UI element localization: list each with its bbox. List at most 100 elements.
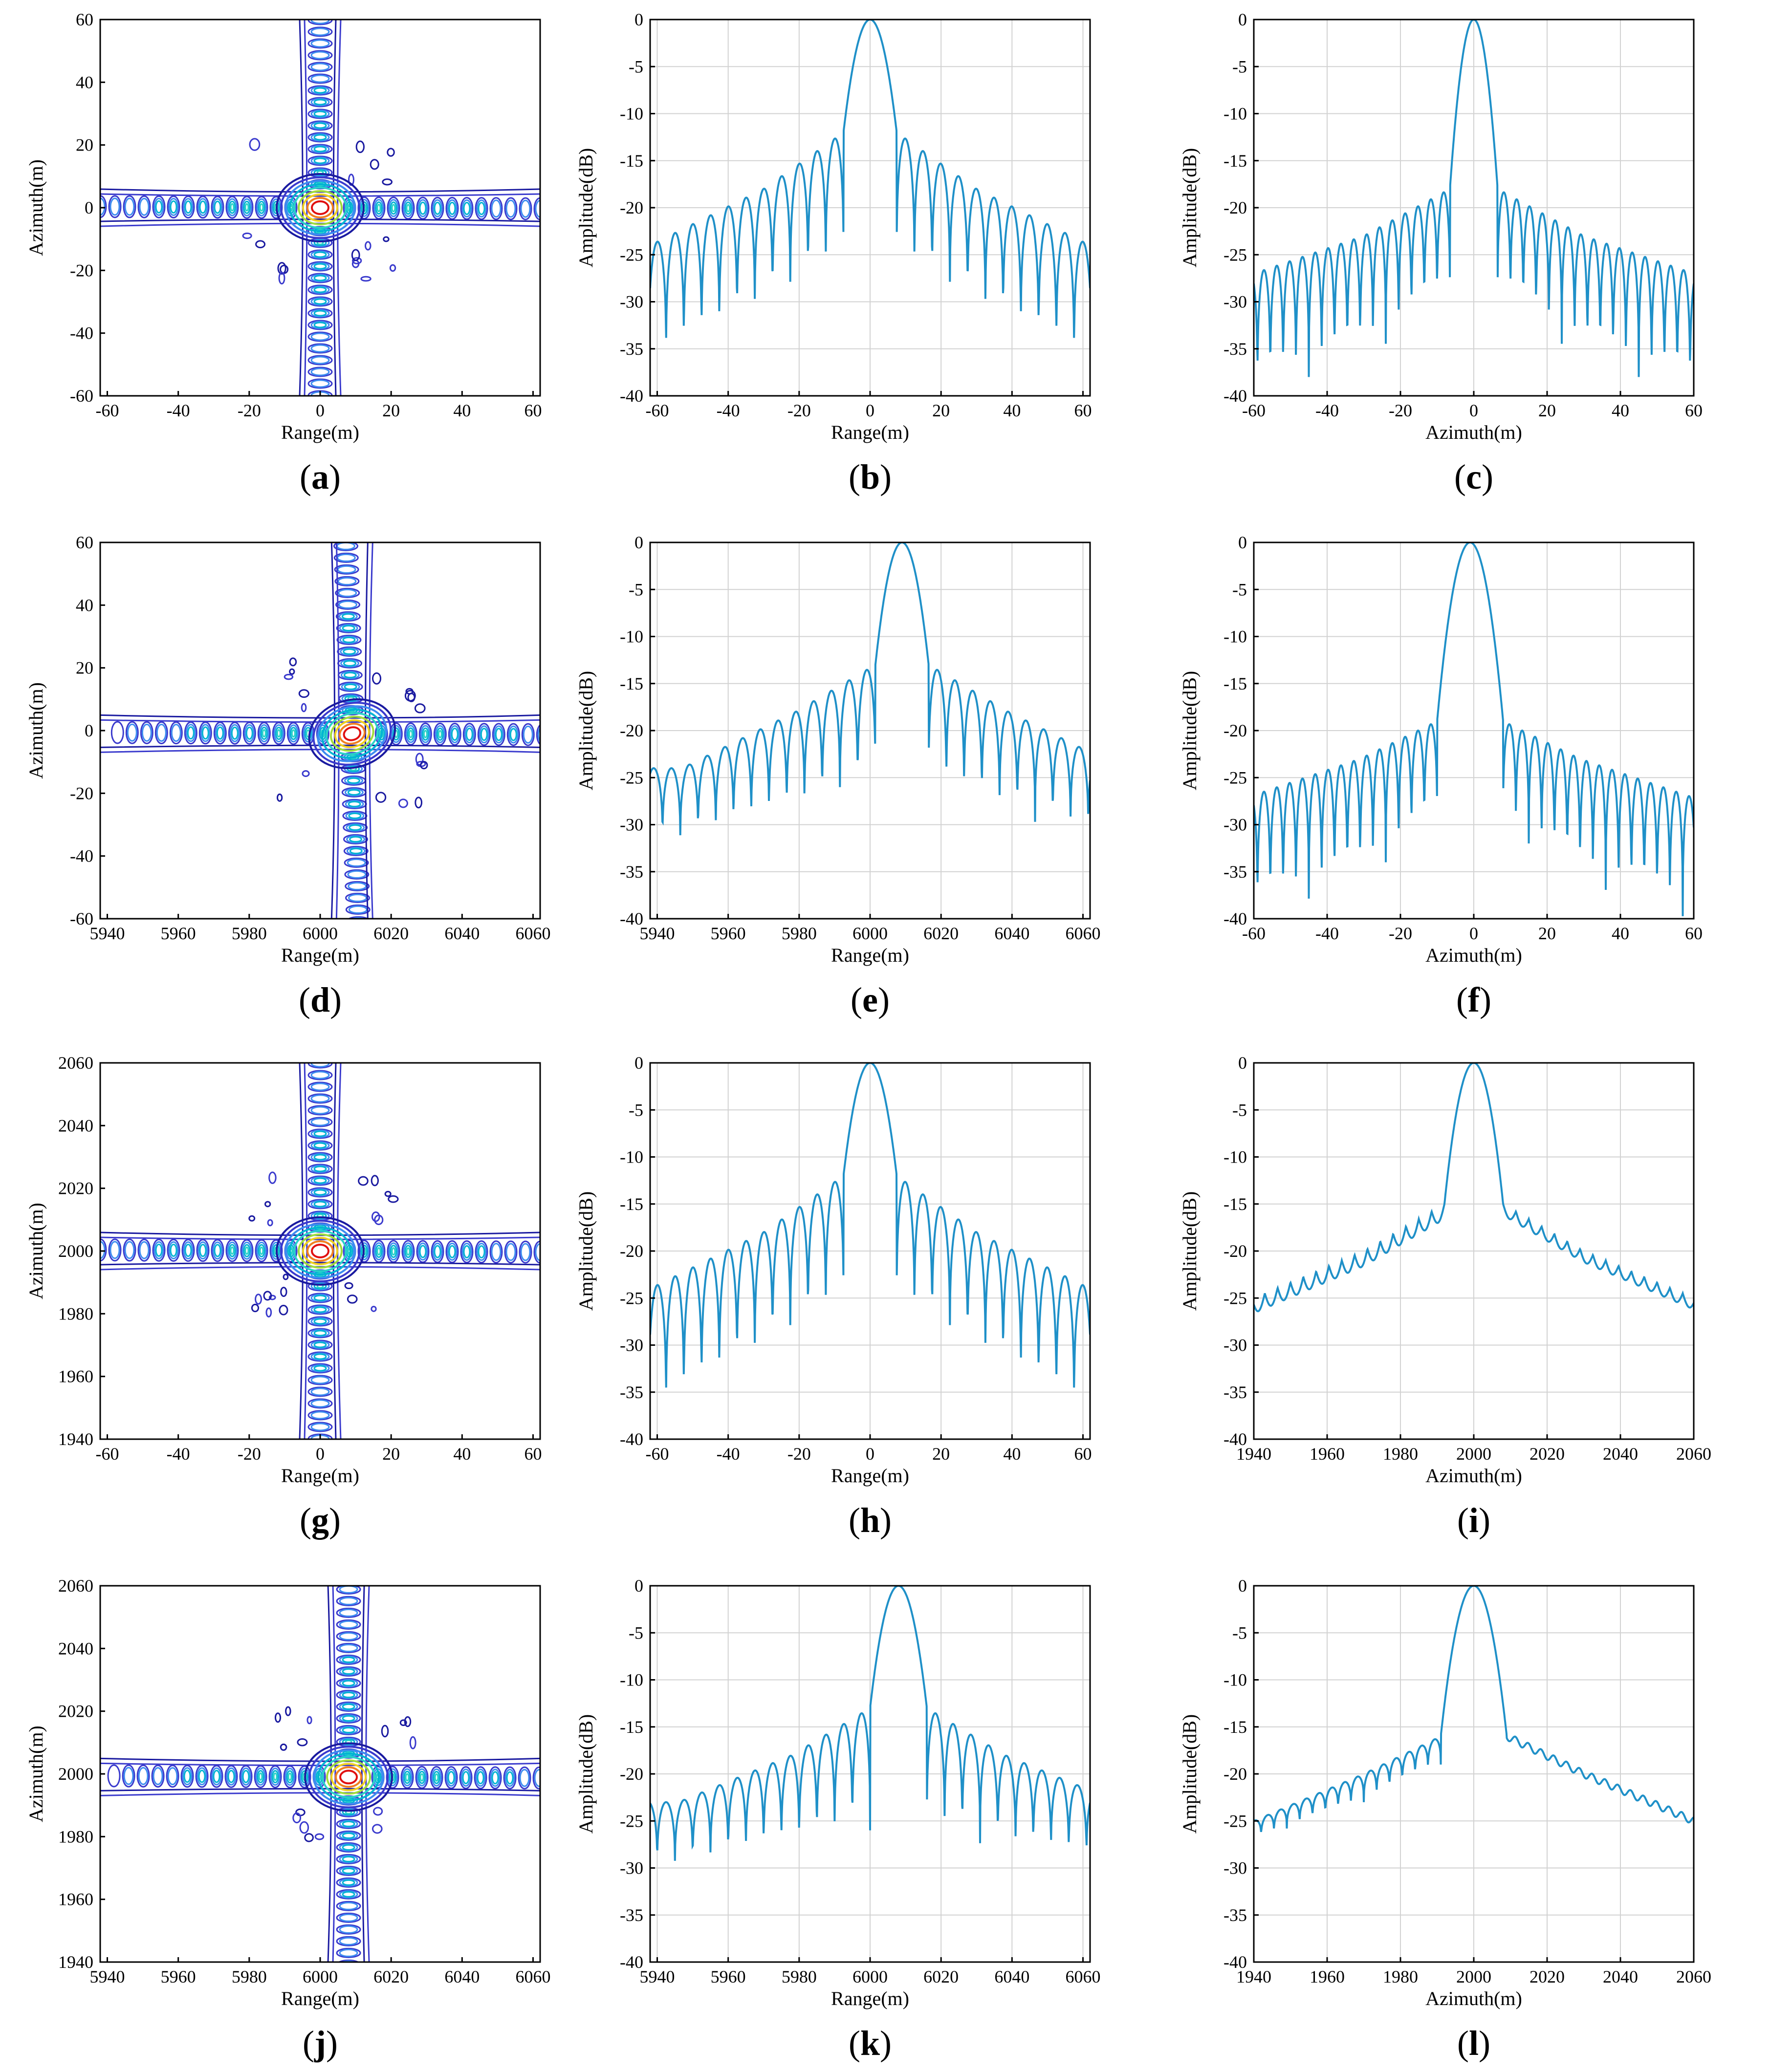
contour-ring (108, 195, 122, 218)
contour-ring (382, 178, 393, 186)
y-tick-label: -10 (620, 627, 643, 647)
contour-ring (211, 195, 224, 219)
contour-ring (373, 1242, 384, 1261)
contour-ring (402, 1768, 413, 1787)
contour-ring (465, 728, 473, 741)
contour-ring (171, 724, 181, 742)
contour-ring (459, 1766, 473, 1790)
y-tick-label: -30 (1224, 292, 1247, 312)
contour-ring (307, 1410, 333, 1421)
contour-ring (344, 857, 369, 868)
contour-ring (342, 625, 355, 631)
contour-ring (306, 197, 334, 218)
contour-line (100, 749, 540, 753)
contour-ring (337, 1573, 360, 1582)
contour-ring (313, 157, 327, 164)
y-tick-label: -15 (620, 151, 643, 171)
contour-ring (533, 1240, 540, 1264)
y-axis-label: Azimuth(m) (25, 1726, 47, 1822)
y-tick-label: -15 (1224, 1194, 1247, 1214)
contour-ring (308, 4, 332, 13)
chart-i: 1940 1960 1980 2000 2020 2040 2060 0 -5 -10 -15 -20… (1179, 1053, 1711, 1487)
contour-ring (518, 1766, 531, 1790)
x-tick-label: 2040 (1603, 1444, 1638, 1464)
contour-ring (280, 176, 360, 239)
contour-ring (259, 203, 264, 212)
x-tick-label: 6020 (923, 924, 959, 943)
x-tick-label: -40 (717, 401, 740, 420)
contour-ring (406, 204, 411, 213)
contour-ring (336, 623, 361, 633)
contour-ring (307, 120, 333, 131)
contour-ring (342, 1879, 355, 1886)
contour-ring (307, 85, 333, 96)
contour-ring (474, 1766, 487, 1790)
contour-ring (308, 0, 332, 1)
contour-ring (255, 1294, 262, 1305)
contour-ring (509, 728, 517, 741)
contour-ring (307, 331, 333, 342)
contour-ring (401, 1240, 415, 1263)
contour-ring (310, 1282, 330, 1291)
contour-ring (333, 552, 359, 563)
x-axis-label: Azimuth(m) (1425, 1465, 1522, 1487)
contour-ring (536, 724, 540, 746)
contour-ring (342, 1856, 355, 1862)
panel-caption-letter: c (1466, 457, 1482, 496)
y-tick-label: 60 (76, 10, 93, 29)
contour-ring (343, 726, 362, 741)
y-tick-label: -15 (1224, 1717, 1247, 1737)
contour-ring (445, 196, 459, 220)
contour-ring (298, 689, 309, 698)
y-tick-label: -35 (620, 1905, 643, 1925)
x-tick-label: 5940 (90, 1967, 125, 1986)
contour-ring (407, 727, 415, 741)
y-tick-label: -5 (1232, 1623, 1247, 1642)
contour-ring (199, 200, 207, 214)
contour-ring (155, 200, 163, 214)
contour-ring (307, 50, 333, 61)
contour-line (100, 1762, 540, 1767)
contour-ring (444, 1766, 458, 1789)
contour-ring (242, 1770, 250, 1783)
contour-ring (304, 1742, 393, 1812)
contour-ring (326, 712, 379, 755)
x-tick-label: 1940 (1236, 1444, 1271, 1464)
y-axis-label: Amplitude(dB) (575, 671, 597, 790)
contour-ring (197, 198, 208, 216)
contour-ring (336, 1678, 361, 1688)
x-tick-label: 1960 (1310, 1444, 1345, 1464)
x-tick-label: -40 (167, 401, 190, 420)
contour-ring (375, 792, 387, 803)
contour-ring (337, 1561, 360, 1570)
contour-line (335, 542, 340, 919)
contour-ring (549, 198, 561, 219)
contour-ring (419, 201, 427, 215)
contour-line (100, 1788, 540, 1791)
contour-ring (383, 236, 390, 242)
contour-ring (347, 1295, 358, 1304)
contour-ring (389, 264, 396, 272)
contour-ring (342, 1668, 355, 1675)
y-tick-label: -5 (1232, 580, 1247, 599)
contour-ring (213, 1770, 220, 1783)
contour-ring (435, 725, 445, 743)
contour-ring (307, 132, 333, 143)
contour-ring (339, 1855, 358, 1863)
panel-caption: (k) (848, 2024, 892, 2063)
y-tick-label: -40 (1224, 386, 1247, 406)
azimuth-sidelobes (327, 1561, 370, 1962)
contour-ring (339, 1819, 358, 1828)
contour-ring (127, 723, 137, 742)
contour-ring (244, 724, 255, 742)
x-tick-label: -60 (1242, 401, 1266, 420)
panel-j: 5940 5960 5980 6000 6020 6040 6060 1940 1960 1980… (17, 1576, 555, 2011)
y-tick-label: 0 (1238, 1576, 1247, 1596)
y-tick-label: -10 (1224, 104, 1247, 124)
contour-ring (449, 725, 460, 743)
contour-ring (317, 705, 388, 762)
x-axis-label: Range(m) (831, 1987, 909, 2009)
contour-ring (307, 26, 333, 37)
x-tick-label: -60 (1242, 924, 1266, 943)
contour-ring (307, 73, 333, 84)
